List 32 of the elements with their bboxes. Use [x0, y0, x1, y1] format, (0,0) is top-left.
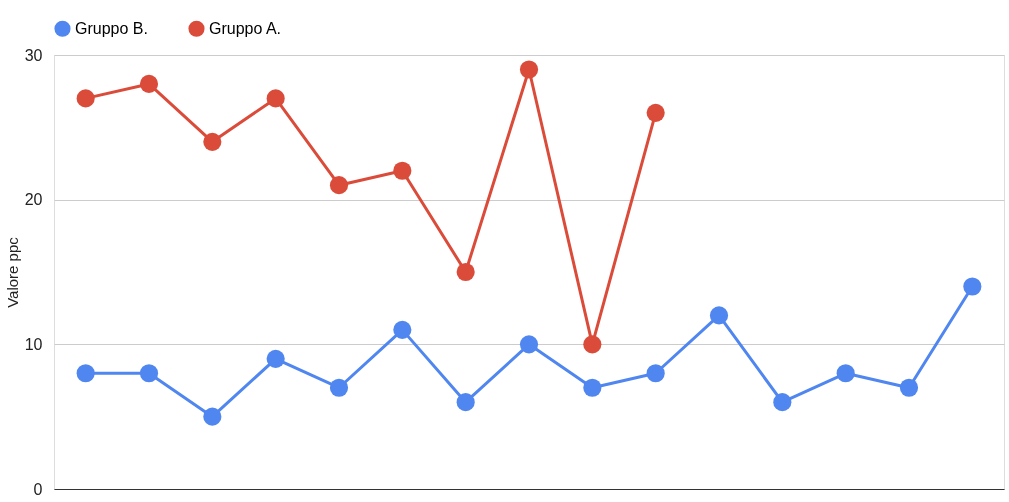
point [963, 277, 982, 296]
point [456, 393, 475, 412]
point [836, 364, 855, 383]
point [393, 161, 412, 180]
point [583, 378, 602, 397]
y-tick-label: 0 [33, 480, 43, 498]
point [773, 393, 792, 412]
y-tick-label: 30 [24, 46, 43, 64]
legend-label: Gruppo A. [209, 19, 282, 37]
point [456, 262, 475, 282]
point [329, 176, 349, 195]
point [76, 89, 95, 108]
point [899, 378, 919, 397]
point [76, 364, 95, 383]
point [266, 89, 285, 108]
y-tick-label: 20 [24, 191, 43, 209]
point [519, 335, 539, 354]
point [519, 60, 539, 79]
point [139, 74, 159, 93]
y-tick-label: 10 [24, 335, 43, 353]
point [203, 132, 222, 151]
legend-label: Gruppo B. [75, 19, 148, 37]
point [646, 103, 665, 122]
point [139, 364, 159, 383]
point [203, 407, 222, 426]
point [329, 378, 349, 397]
point [583, 335, 602, 354]
y-axis-title: Valore ppc [3, 236, 21, 308]
point [709, 306, 729, 325]
point [393, 320, 412, 339]
point [646, 364, 665, 383]
point [266, 349, 285, 368]
